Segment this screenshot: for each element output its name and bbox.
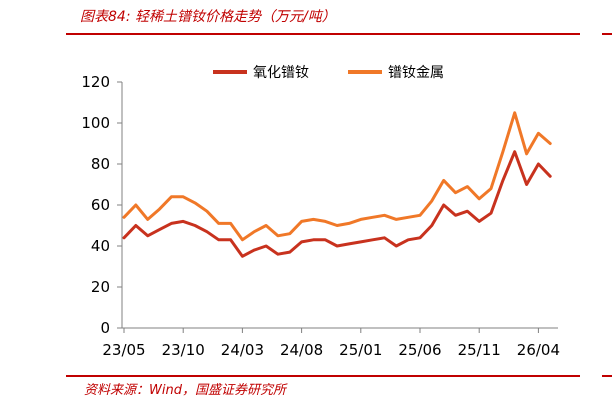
top-edge-mark: [602, 33, 612, 35]
x-tick-label: 26/04: [517, 341, 560, 359]
source-note: 资料来源：Wind，国盛证券研究所: [84, 383, 286, 398]
x-axis: 23/05 23/10 24/03 24/08 25/01 25/06 25/11 26/04: [102, 327, 560, 359]
legend-label: 氧化镨钕: [253, 65, 309, 81]
x-tick-label: 25/01: [339, 341, 382, 359]
top-rule: [66, 33, 580, 35]
x-tick-label: 23/05: [102, 341, 145, 359]
y-tick-label: 100: [81, 114, 110, 132]
y-tick-label: 80: [91, 155, 110, 173]
y-tick-label: 60: [91, 196, 110, 214]
x-tick-label: 23/10: [162, 341, 205, 359]
x-tick-label: 25/06: [398, 341, 441, 359]
series-layer: [122, 111, 552, 258]
series-line-metal: [122, 111, 552, 242]
y-tick-label: 0: [100, 319, 110, 337]
series-line-oxide: [122, 150, 552, 258]
x-tick-label: 24/08: [280, 341, 323, 359]
y-tick-label: 120: [81, 73, 110, 91]
bottom-rule: [66, 375, 580, 377]
legend-label: 镨钕金属: [388, 65, 444, 81]
figure-title: 图表84: 轻稀土镨钕价格走势（万元/吨）: [80, 9, 336, 25]
x-tick-label: 25/11: [458, 341, 501, 359]
y-tick-label: 20: [91, 278, 110, 296]
bottom-edge-mark: [602, 375, 612, 377]
y-axis: 0 20 40 60 80 100 120: [81, 73, 123, 337]
x-tick-label: 24/03: [221, 341, 264, 359]
legend: 氧化镨钕 镨钕金属: [213, 65, 444, 81]
y-tick-label: 40: [91, 237, 110, 255]
